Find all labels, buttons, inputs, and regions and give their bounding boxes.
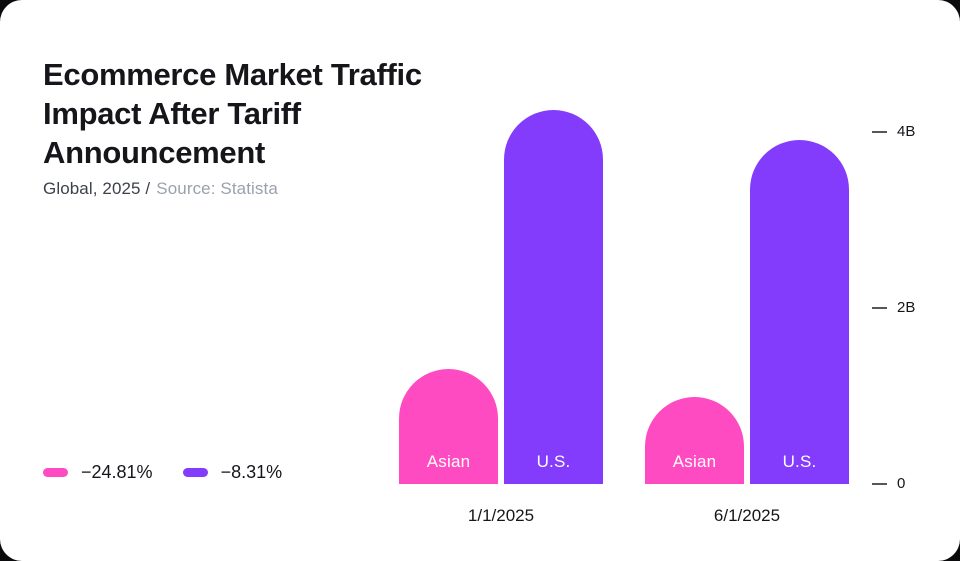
legend-label-asian: −24.81% (81, 462, 153, 482)
bar-asian-group1: Asian (399, 369, 498, 484)
legend-swatch-asian (43, 468, 68, 477)
subtitle-scope: Global, 2025 / (43, 179, 151, 198)
x-axis-label: 6/1/2025 (713, 506, 781, 525)
bar-series-label: Asian (426, 452, 471, 471)
bar-series-label: U.S. (782, 452, 817, 471)
y-tick-label: 2B (897, 299, 916, 316)
page-title: Ecommerce Market Traffic Impact After Ta… (43, 56, 422, 171)
bar-asian-group2: Asian (645, 397, 744, 484)
legend-swatch-us (182, 468, 208, 477)
chart-subtitle: Global, 2025 / Source: Statista (43, 179, 278, 199)
bar-us-group1: U.S. (504, 110, 603, 484)
bar-series-label: Asian (672, 452, 717, 471)
bar-us-group2: U.S. (750, 140, 849, 484)
subtitle-source: Source: Statista (156, 179, 278, 198)
y-tick-dash (872, 131, 887, 133)
y-tick-dash (872, 307, 887, 309)
chart-legend: −24.81% −8.31% (43, 462, 282, 483)
y-tick-dash (872, 483, 887, 485)
legend-label-us: −8.31% (220, 462, 283, 482)
bar-series-label: U.S. (536, 452, 571, 471)
y-tick-label: 4B (897, 123, 916, 140)
x-axis-label: 1/1/2025 (467, 506, 535, 525)
y-tick-label: 0 (897, 475, 906, 492)
legend-item-us: −8.31% (182, 462, 283, 483)
legend-item-asian: −24.81% (43, 462, 153, 483)
